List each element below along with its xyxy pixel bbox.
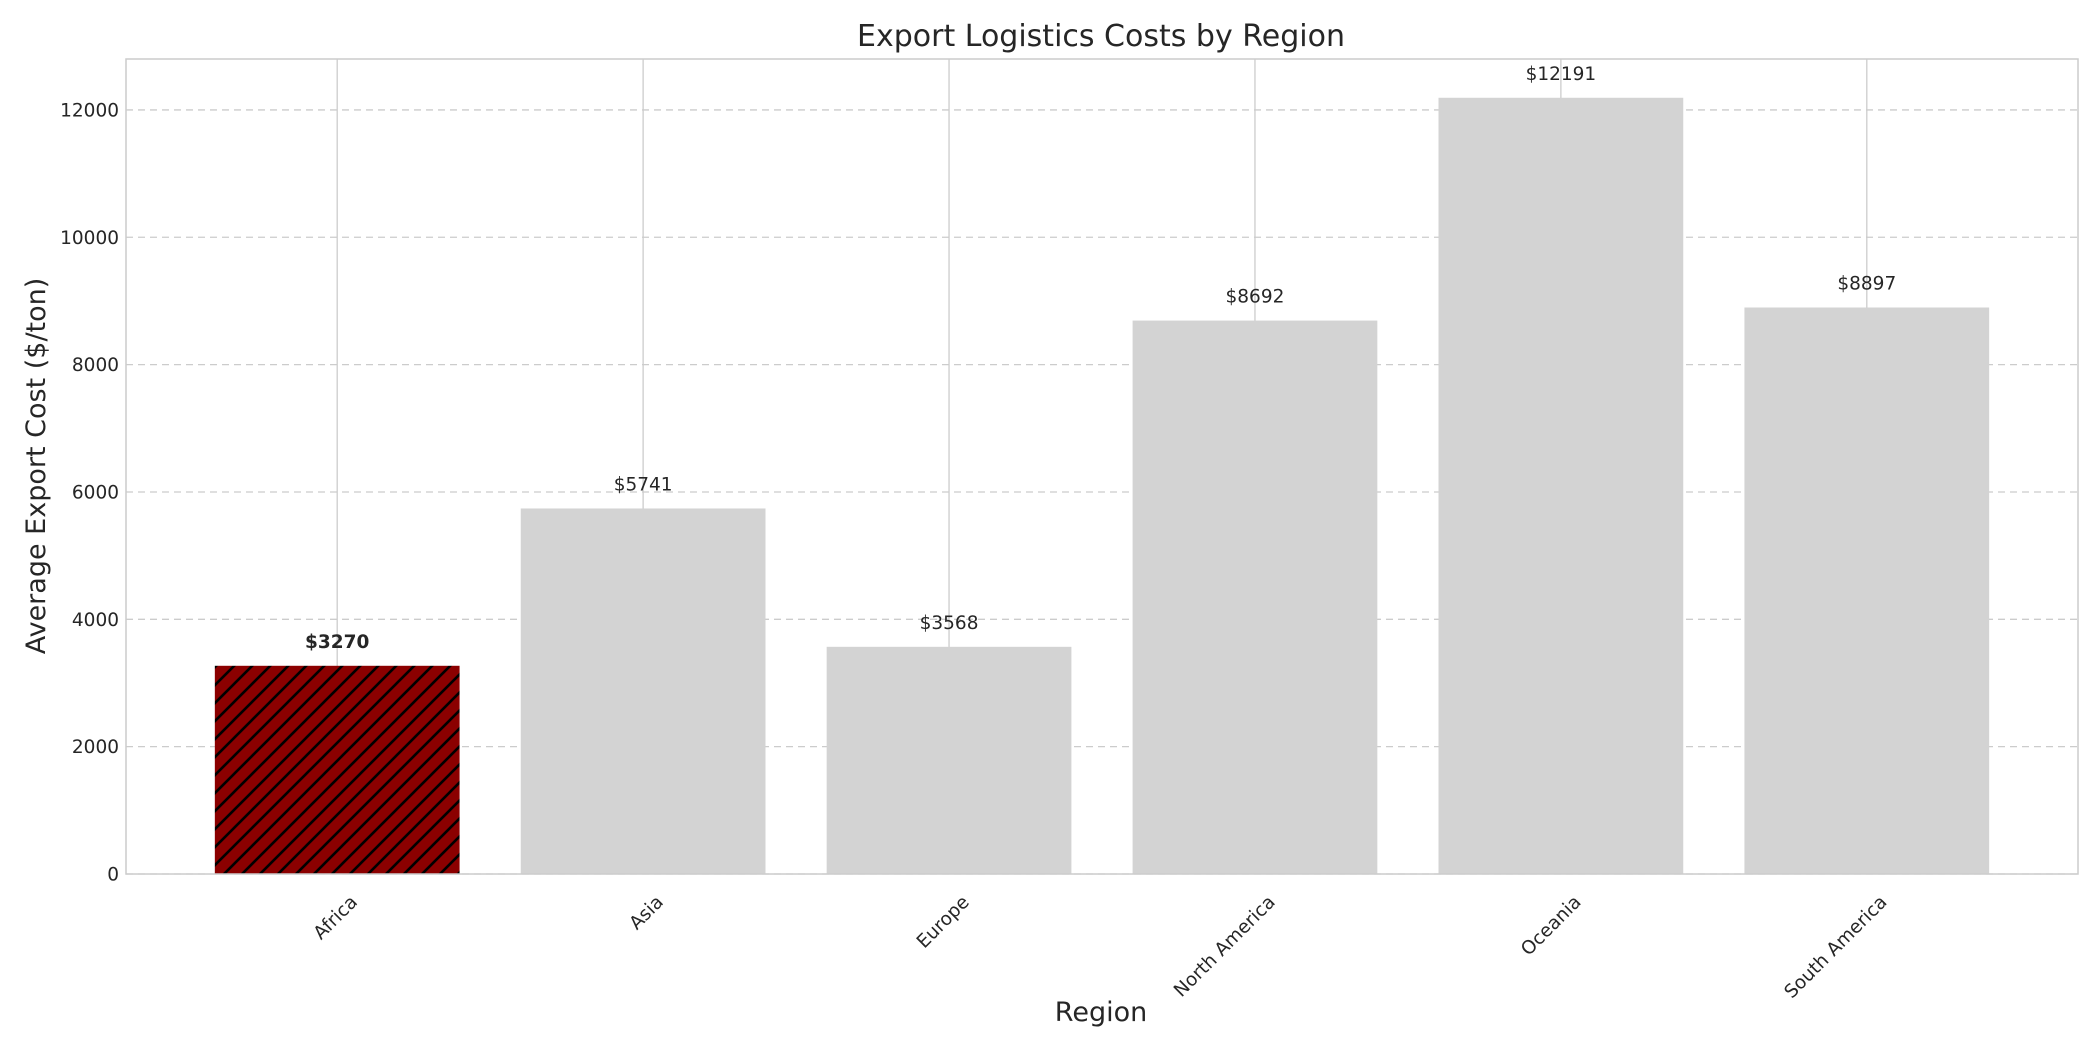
- y-axis-label: Average Export Cost ($/ton): [21, 278, 52, 655]
- y-tick-label: 10000: [60, 228, 119, 249]
- y-tick-label: 6000: [72, 482, 119, 503]
- bar-africa: [214, 665, 460, 874]
- y-tick-label: 12000: [60, 100, 119, 121]
- y-tick-labels: 0 2000 4000 6000 8000 10000 12000: [60, 100, 119, 885]
- x-tick-labels: Africa Asia Europe North America Oceania Sout…: [310, 892, 1892, 1003]
- bar-north-america: [1132, 320, 1378, 874]
- value-label: $8897: [1837, 274, 1896, 295]
- y-tick-label: 2000: [72, 737, 119, 758]
- bars: [214, 97, 1990, 874]
- x-tick-label: South America: [1780, 892, 1891, 1003]
- bar-oceania: [1438, 97, 1684, 874]
- value-label: $8692: [1226, 287, 1285, 308]
- value-label: $12191: [1526, 64, 1597, 85]
- value-label: $5741: [614, 474, 673, 495]
- bar-south-america: [1744, 307, 1990, 874]
- x-tick-label: North America: [1170, 892, 1280, 1002]
- x-tick-label: Africa: [310, 892, 362, 944]
- y-tick-label: 0: [107, 865, 119, 886]
- x-axis-label: Region: [1055, 997, 1147, 1028]
- bar-europe: [826, 646, 1072, 874]
- value-labels: $3270 $5741 $3568 $8692 $12191 $8897: [305, 64, 1896, 653]
- x-tick-label: Oceania: [1517, 892, 1585, 960]
- y-tick-label: 8000: [72, 355, 119, 376]
- plot-frame: [125, 58, 2079, 875]
- bar-asia: [520, 508, 766, 874]
- x-tick-label: Europe: [913, 892, 974, 953]
- x-tick-label: Asia: [626, 892, 668, 934]
- value-label: $3270: [305, 632, 369, 653]
- value-label: $3568: [920, 613, 979, 634]
- y-tick-label: 4000: [72, 610, 119, 631]
- chart-title: Export Logistics Costs by Region: [857, 19, 1345, 54]
